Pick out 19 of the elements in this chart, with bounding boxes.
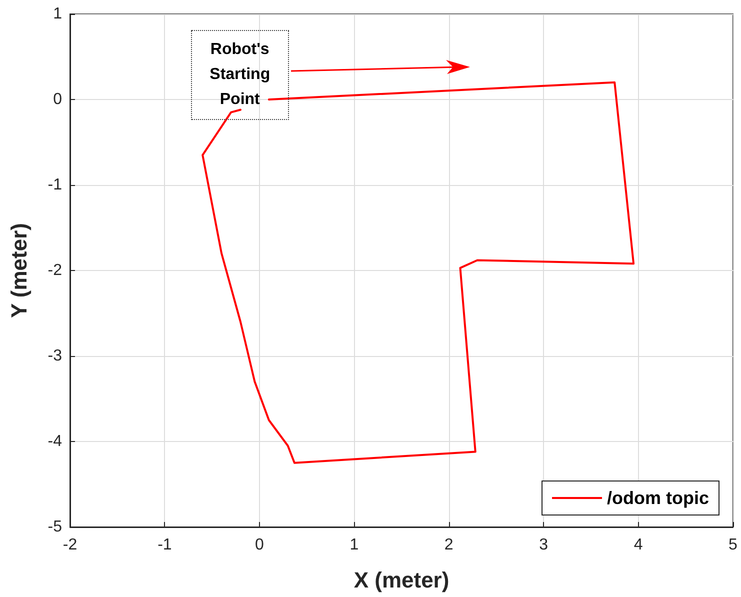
line-series — [202, 81, 635, 464]
legend-label: /odom topic — [607, 488, 710, 508]
y-tick-label: -5 — [48, 518, 62, 536]
annotation: Robot's Starting Point — [190, 30, 289, 120]
x-tick-label: 4 — [634, 536, 643, 554]
x-tick-label: 3 — [539, 536, 548, 554]
y-tick-label: 0 — [53, 91, 62, 108]
x-tick-label: 0 — [254, 536, 264, 554]
x-tick-label: 2 — [444, 536, 454, 554]
y-tick-label: -3 — [48, 348, 62, 364]
y-tick-label: -2 — [48, 262, 62, 279]
y-tick-label: 1 — [53, 6, 62, 22]
y-tick-label: -1 — [48, 176, 62, 194]
y-axis-title: Y (meter) — [6, 223, 32, 318]
x-tick-label: 5 — [728, 536, 738, 554]
x-tick-label: -1 — [158, 536, 172, 554]
x-tick-label: 1 — [350, 536, 359, 554]
x-axis-title: X (meter) — [354, 568, 450, 592]
y-tick-label: -4 — [48, 433, 62, 450]
